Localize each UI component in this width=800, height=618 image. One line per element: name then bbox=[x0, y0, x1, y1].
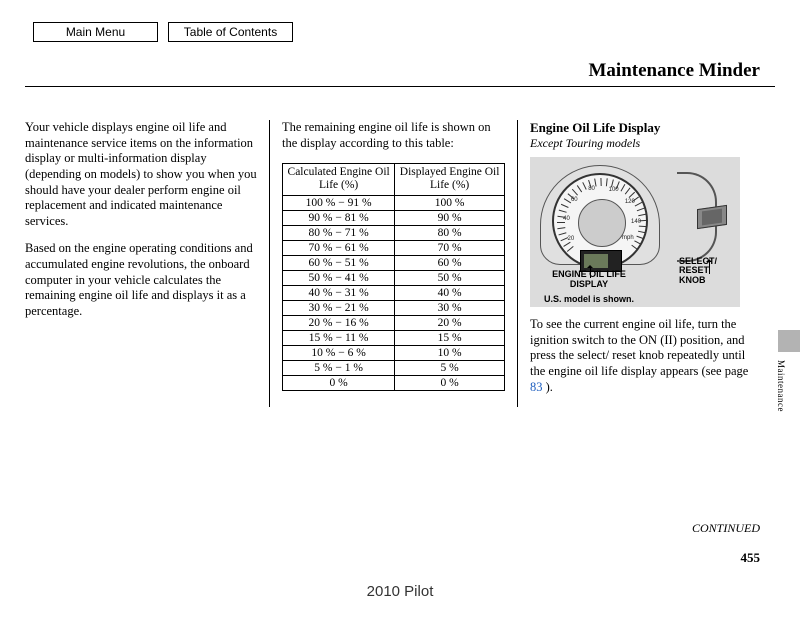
table-row: 100 % − 91 %100 % bbox=[283, 195, 505, 210]
speedometer-gauge: 20 40 60 80 100 120 140 mph bbox=[540, 165, 665, 280]
column-table: The remaining engine oil life is shown o… bbox=[270, 120, 518, 407]
table-cell: 20 % bbox=[395, 315, 505, 330]
table-row: 20 % − 16 %20 % bbox=[283, 315, 505, 330]
instruction-text-a: To see the current engine oil life, turn… bbox=[530, 317, 748, 378]
intro-paragraph-1: Your vehicle displays engine oil life an… bbox=[25, 120, 257, 229]
table-header-disp: Displayed Engine Oil Life (%) bbox=[395, 164, 505, 195]
table-cell: 60 % − 51 % bbox=[283, 255, 395, 270]
table-row: 5 % − 1 %5 % bbox=[283, 360, 505, 375]
oil-life-table: Calculated Engine Oil Life (%) Displayed… bbox=[282, 163, 505, 390]
dial-number: 20 bbox=[568, 236, 575, 242]
table-cell: 50 % bbox=[395, 270, 505, 285]
instruction-paragraph: To see the current engine oil life, turn… bbox=[530, 317, 760, 395]
table-intro: The remaining engine oil life is shown o… bbox=[282, 120, 505, 151]
page-reference-link[interactable]: 83 bbox=[530, 380, 543, 394]
table-cell: 100 % bbox=[395, 195, 505, 210]
table-cell: 80 % − 71 % bbox=[283, 225, 395, 240]
table-row: 90 % − 81 %90 % bbox=[283, 210, 505, 225]
table-cell: 15 % bbox=[395, 330, 505, 345]
toc-button[interactable]: Table of Contents bbox=[168, 22, 293, 42]
continued-marker: CONTINUED bbox=[692, 521, 760, 536]
table-cell: 70 % − 61 % bbox=[283, 240, 395, 255]
table-cell: 0 % bbox=[395, 375, 505, 390]
table-row: 50 % − 41 %50 % bbox=[283, 270, 505, 285]
table-cell: 80 % bbox=[395, 225, 505, 240]
table-row: 80 % − 71 %80 % bbox=[283, 225, 505, 240]
section-tab-label: Maintenance bbox=[776, 360, 786, 412]
dial-number: 40 bbox=[563, 216, 570, 222]
table-cell: 10 % − 6 % bbox=[283, 345, 395, 360]
main-menu-button[interactable]: Main Menu bbox=[33, 22, 158, 42]
instruction-text-b: ). bbox=[543, 380, 553, 394]
table-row: 0 %0 % bbox=[283, 375, 505, 390]
instrument-diagram: 20 40 60 80 100 120 140 mph ENGINE OIL LIFE DIS… bbox=[530, 157, 740, 307]
column-display: Engine Oil Life Display Except Touring m… bbox=[518, 120, 760, 407]
table-cell: 15 % − 11 % bbox=[283, 330, 395, 345]
column-intro: Your vehicle displays engine oil life an… bbox=[25, 120, 270, 407]
table-cell: 30 % − 21 % bbox=[283, 300, 395, 315]
dial-number: 60 bbox=[571, 197, 578, 203]
table-cell: 40 % bbox=[395, 285, 505, 300]
dial-number: 100 bbox=[609, 187, 619, 193]
table-cell: 90 % − 81 % bbox=[283, 210, 395, 225]
dial-number: 120 bbox=[625, 199, 635, 205]
footer-model: 2010 Pilot bbox=[0, 583, 800, 600]
title-divider bbox=[25, 86, 775, 87]
table-cell: 60 % bbox=[395, 255, 505, 270]
table-cell: 10 % bbox=[395, 345, 505, 360]
page-title: Maintenance Minder bbox=[588, 60, 760, 82]
table-cell: 0 % bbox=[283, 375, 395, 390]
table-cell: 50 % − 41 % bbox=[283, 270, 395, 285]
dial-number: 140 bbox=[631, 219, 641, 225]
table-row: 40 % − 31 %40 % bbox=[283, 285, 505, 300]
intro-paragraph-2: Based on the engine operating conditions… bbox=[25, 241, 257, 319]
table-cell: 30 % bbox=[395, 300, 505, 315]
table-cell: 20 % − 16 % bbox=[283, 315, 395, 330]
table-row: 15 % − 11 %15 % bbox=[283, 330, 505, 345]
table-row: 10 % − 6 %10 % bbox=[283, 345, 505, 360]
dial-number: 80 bbox=[588, 186, 595, 192]
table-cell: 100 % − 91 % bbox=[283, 195, 395, 210]
label-engine-oil-display: ENGINE OIL LIFE DISPLAY bbox=[544, 270, 634, 289]
table-cell: 40 % − 31 % bbox=[283, 285, 395, 300]
section-subheading: Except Touring models bbox=[530, 136, 760, 151]
section-tab bbox=[778, 330, 800, 352]
table-row: 60 % − 51 %60 % bbox=[283, 255, 505, 270]
table-cell: 90 % bbox=[395, 210, 505, 225]
table-row: 30 % − 21 %30 % bbox=[283, 300, 505, 315]
reset-knob-icon bbox=[677, 172, 732, 267]
table-cell: 70 % bbox=[395, 240, 505, 255]
page-number: 455 bbox=[741, 550, 761, 566]
diagram-note: U.S. model is shown. bbox=[544, 294, 634, 304]
table-row: 70 % − 61 %70 % bbox=[283, 240, 505, 255]
table-cell: 5 % − 1 % bbox=[283, 360, 395, 375]
dial-unit: mph bbox=[622, 235, 634, 241]
table-cell: 5 % bbox=[395, 360, 505, 375]
table-header-calc: Calculated Engine Oil Life (%) bbox=[283, 164, 395, 195]
section-heading: Engine Oil Life Display bbox=[530, 120, 760, 136]
label-select-reset-knob: SELECT/ RESET KNOB bbox=[679, 257, 734, 285]
